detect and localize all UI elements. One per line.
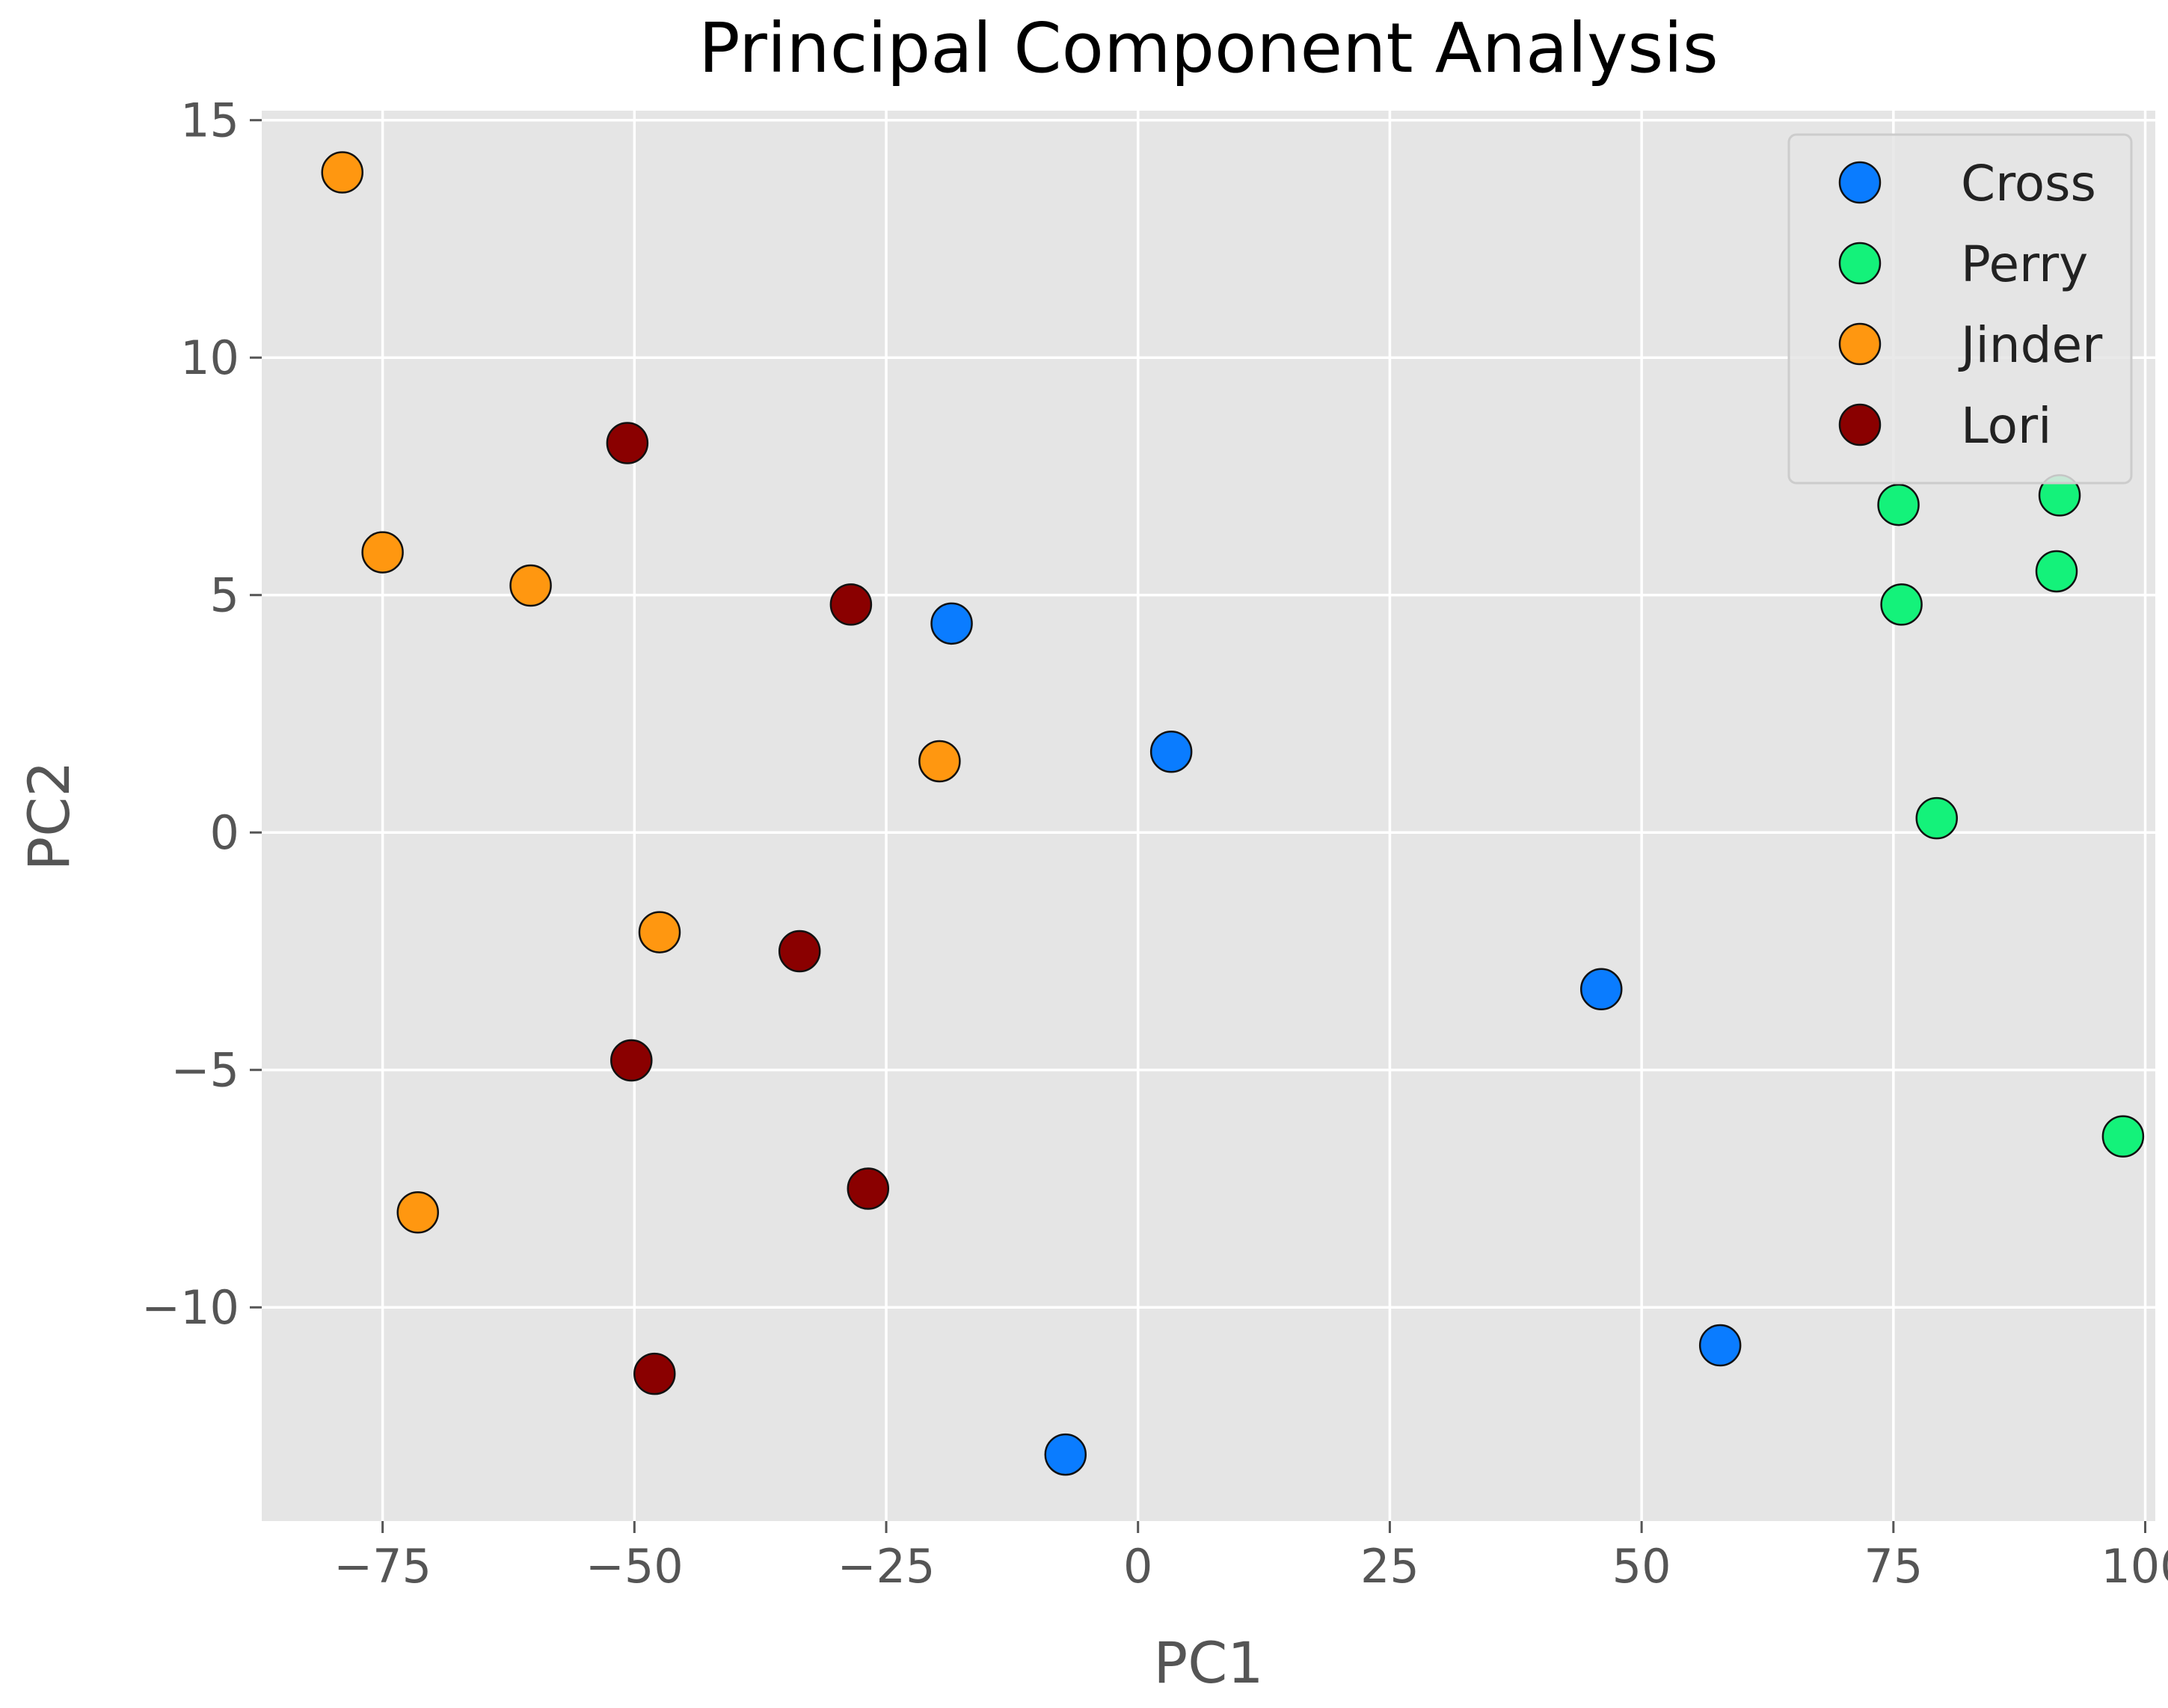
y-tick-label: 15 — [180, 93, 239, 148]
data-point-perry — [1915, 796, 1958, 840]
data-point-perry — [1877, 483, 1920, 526]
legend-label-perry: Perry — [1961, 236, 2088, 293]
legend-marker-perry — [1838, 242, 1882, 285]
legend-label-jinder: Jinder — [1958, 316, 2103, 374]
data-point-lori — [610, 1039, 653, 1082]
legend: Cross Perry Jinder Lori — [1787, 133, 2133, 485]
y-axis-label: PC2 — [16, 761, 82, 870]
y-tick-label: −5 — [171, 1043, 239, 1098]
data-point-cross — [1698, 1324, 1742, 1367]
x-tick-label: −25 — [838, 1539, 936, 1594]
data-point-perry — [2101, 1115, 2145, 1158]
data-point-lori — [778, 930, 821, 973]
x-axis-label: PC1 — [1153, 1629, 1263, 1696]
data-point-perry — [1880, 583, 1923, 626]
data-point-jinder — [396, 1191, 440, 1234]
legend-marker-lori — [1838, 403, 1882, 446]
x-tick-label: −50 — [586, 1539, 684, 1594]
x-tick-label: 100 — [2101, 1539, 2168, 1594]
y-tick-label: 10 — [180, 331, 239, 385]
chart-title: Principal Component Analysis — [698, 8, 1719, 88]
x-tick-label: 25 — [1360, 1539, 1419, 1594]
x-tick-label: −75 — [334, 1539, 432, 1594]
data-point-jinder — [638, 911, 681, 953]
data-points — [321, 151, 2145, 1476]
data-point-lori — [633, 1352, 676, 1395]
data-point-lori — [847, 1167, 890, 1210]
data-point-cross — [1580, 968, 1623, 1011]
y-tick-label: −10 — [141, 1280, 239, 1335]
data-point-jinder — [321, 151, 363, 194]
data-point-jinder — [918, 740, 961, 783]
legend-marker-jinder — [1838, 322, 1882, 366]
legend-label-lori: Lori — [1961, 397, 2051, 455]
data-point-cross — [1149, 731, 1193, 773]
x-tick-label: 50 — [1612, 1539, 1671, 1594]
y-tick-label: 0 — [210, 805, 239, 860]
data-point-lori — [606, 422, 649, 464]
data-point-cross — [930, 602, 973, 645]
y-tick-label: 5 — [210, 568, 239, 623]
legend-label-cross: Cross — [1961, 155, 2096, 212]
legend-box — [1787, 133, 2133, 485]
data-point-cross — [1044, 1433, 1087, 1476]
data-point-jinder — [361, 531, 404, 574]
x-tick-label: 0 — [1123, 1539, 1152, 1594]
x-tick-label: 75 — [1864, 1539, 1923, 1594]
grid-lines — [262, 111, 2155, 1521]
data-point-lori — [829, 583, 873, 626]
legend-marker-cross — [1838, 161, 1882, 204]
data-point-jinder — [509, 564, 552, 607]
data-point-perry — [2035, 550, 2078, 593]
